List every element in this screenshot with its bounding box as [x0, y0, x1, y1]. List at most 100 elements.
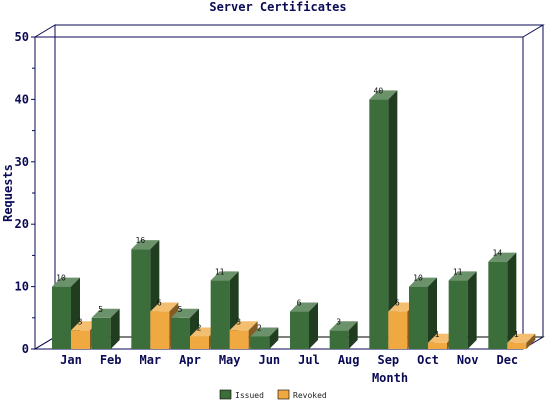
bar-issued-nov: [448, 271, 477, 349]
legend: Issued Revoked: [219, 389, 327, 400]
bar-revoked-mar-front: [150, 311, 170, 349]
bar-issued-sep-front: [369, 99, 389, 350]
bar-issued-oct-top: [409, 277, 437, 287]
bar-issued-jun-side: [269, 327, 279, 349]
bar-revoked-oct-front: [428, 342, 447, 349]
bar-revoked-apr-label: 2: [197, 324, 202, 333]
bar-issued-sep-label: 40: [374, 86, 384, 95]
bar-issued-apr-top: [171, 308, 199, 318]
bar-revoked-apr-front: [190, 336, 209, 349]
bar-issued-oct-front: [409, 286, 428, 349]
bar-issued-jul-side: [309, 302, 318, 349]
x-tick-label: Jun: [258, 353, 280, 367]
bar-issued-jun-front: [250, 336, 270, 349]
bar-issued-dec-side: [507, 252, 517, 349]
bar-issued-may-top: [210, 271, 239, 281]
bar-issued-feb: [91, 308, 120, 349]
bar-issued-jan-label: 10: [56, 274, 66, 283]
bar-issued-jun-label: 2: [257, 324, 262, 333]
x-tick-label: May: [219, 353, 241, 367]
legend-label-issued: Issued: [235, 391, 264, 400]
chart-title: Server Certificates: [209, 0, 346, 14]
bar-issued-aug-top: [329, 321, 358, 331]
bar-revoked-sep-label: 6: [395, 299, 400, 308]
bar-issued-mar-front: [131, 249, 151, 349]
bar-issued-jan-top: [52, 277, 80, 287]
bar-issued-dec: [488, 252, 517, 349]
bar-revoked-dec-top: [507, 333, 536, 343]
legend-swatch-issued: [219, 389, 232, 400]
bar-revoked-may-label: 3: [236, 317, 241, 326]
bar-revoked-oct-label: 1: [435, 330, 440, 339]
bar-issued-dec-label: 14: [493, 249, 503, 258]
y-tick-label: 40: [15, 92, 29, 106]
bar-revoked-jan-front: [71, 330, 90, 349]
y-tick-label: 30: [15, 155, 29, 169]
bar-revoked-may-top: [229, 321, 258, 331]
bar-issued-oct: [409, 277, 437, 349]
bar-issued-aug-front: [329, 330, 349, 349]
bar-issued-mar-label: 16: [136, 236, 146, 245]
bar-issued-sep: [369, 90, 398, 350]
y-axis: 0 10 20 30 40 50: [15, 30, 35, 356]
x-tick-label: Mar: [139, 353, 161, 367]
bar-revoked-jan-label: 3: [78, 317, 83, 326]
bar-revoked-dec-front: [507, 342, 527, 349]
bar-issued-sep-top: [369, 90, 398, 100]
bar-revoked-mar-top: [150, 302, 179, 312]
bar-issued-aug: [329, 321, 358, 349]
bar-issued-feb-front: [91, 317, 111, 349]
x-tick-label: Apr: [179, 353, 201, 367]
bar-revoked-dec-label: 1: [514, 330, 519, 339]
y-tick-label: 20: [15, 217, 29, 231]
x-tick-label: Sep: [377, 353, 399, 367]
bar-issued-jul-front: [290, 311, 309, 349]
bar-issued-nov-label: 11: [453, 267, 463, 276]
y-tick-label: 50: [15, 30, 29, 44]
bar-issued-aug-label: 3: [336, 317, 341, 326]
bar-issued-may-front: [210, 280, 230, 349]
legend-swatch-revoked: [277, 389, 290, 400]
x-axis-label: Month: [372, 371, 408, 385]
legend-label-revoked: Revoked: [293, 391, 327, 400]
x-tick-label: Nov: [457, 353, 479, 367]
bar-issued-nov-front: [448, 280, 468, 349]
y-tick-label: 0: [22, 342, 29, 356]
top-edge: [55, 24, 545, 38]
x-tick-label: Oct: [417, 353, 439, 367]
bar-issued-oct-label: 10: [413, 274, 423, 283]
bar-issued-may-label: 11: [215, 267, 225, 276]
x-tick-label: Dec: [496, 353, 518, 367]
bar-issued-feb-top: [91, 308, 120, 318]
bar-issued-feb-label: 5: [98, 305, 103, 314]
bar-issued-dec-top: [488, 252, 517, 262]
bar-issued-aug-side: [348, 321, 358, 349]
bar-revoked-sep-front: [388, 311, 408, 349]
bar-issued-dec-front: [488, 261, 508, 349]
bar-issued-jul-label: 6: [297, 299, 302, 308]
bar-issued-sep-side: [388, 90, 398, 350]
bar-issued-jun-top: [250, 327, 279, 337]
bar-issued-jul-top: [290, 302, 318, 312]
x-tick-label: Feb: [100, 353, 122, 367]
bar-issued-jan-front: [52, 286, 71, 349]
bar-issued-feb-side: [110, 308, 120, 349]
bar-issued-jul: [290, 302, 318, 349]
bar-issued-nov-side: [467, 271, 477, 349]
x-tick-label: Aug: [338, 353, 360, 367]
x-axis: Jan Feb Mar Apr May Jun Jul Aug Sep Oct Nov Dec: [60, 353, 518, 367]
bar-issued-oct-side: [428, 277, 437, 349]
bar-issued-nov-top: [448, 271, 477, 281]
y-tick-label: 10: [15, 280, 29, 294]
bar-revoked-may-front: [229, 330, 249, 349]
bar-issued-apr-front: [171, 317, 190, 349]
bar-issued-jun: [250, 327, 279, 349]
bar-revoked-dec: [507, 333, 536, 349]
bars-group: [52, 90, 536, 350]
bar-issued-apr-label: 5: [178, 305, 183, 314]
x-tick-label: Jul: [298, 353, 320, 367]
x-tick-label: Jan: [60, 353, 82, 367]
